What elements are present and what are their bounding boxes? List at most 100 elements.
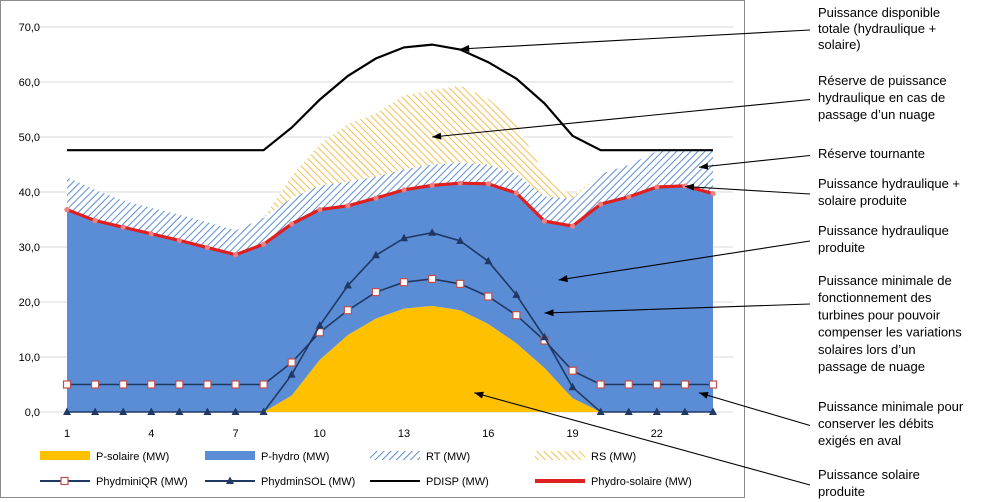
annotation-text: Puissance minimale pour bbox=[818, 399, 964, 414]
annotation-text: Puissance disponible bbox=[818, 5, 940, 20]
y-tick-label: 20,0 bbox=[19, 297, 40, 309]
y-tick-label: 30,0 bbox=[19, 242, 40, 254]
annotation-arrow bbox=[684, 185, 811, 195]
annotation-text: Puissance solaire bbox=[818, 467, 920, 482]
annotation-text: Réserve de puissance bbox=[818, 73, 947, 88]
line-phydro-solaire bbox=[66, 181, 714, 257]
annotation-text: compenser les variations bbox=[818, 325, 962, 340]
marker-phydminiqr bbox=[428, 274, 437, 283]
marker-phydminiqr bbox=[708, 380, 718, 389]
marker-phydro-solaire bbox=[261, 241, 267, 247]
annotation-arrow bbox=[460, 29, 811, 50]
marker-phydro-solaire bbox=[120, 224, 126, 230]
line-layers bbox=[62, 43, 718, 415]
legend-label: P-hydro (MW) bbox=[261, 451, 329, 463]
marker-phydro-solaire bbox=[513, 190, 519, 196]
marker-phydminsol bbox=[680, 407, 689, 415]
marker-phydro-solaire bbox=[457, 180, 463, 186]
marker-phydro-solaire bbox=[682, 183, 688, 189]
marker-phydro-solaire bbox=[626, 194, 632, 200]
y-tick-label: 50,0 bbox=[19, 132, 40, 144]
marker-phydminiqr bbox=[90, 380, 100, 389]
marker-phydminsol bbox=[91, 407, 100, 415]
legend-label: RT (MW) bbox=[426, 451, 470, 463]
annotation-text: turbines pour pouvoir bbox=[818, 307, 941, 322]
annotation-arrow bbox=[432, 98, 811, 138]
marker-phydminiqr bbox=[512, 311, 521, 320]
marker-phydminsol bbox=[147, 407, 156, 415]
y-tick-label: 10,0 bbox=[19, 352, 40, 364]
line-pdisp bbox=[67, 43, 713, 152]
marker-phydminsol bbox=[484, 256, 493, 265]
annotation-arrowhead bbox=[698, 162, 709, 170]
annotation-text: fonctionnement des bbox=[818, 290, 932, 305]
annotation-text: passage de nuage bbox=[818, 359, 925, 374]
marker-phydminsol bbox=[203, 407, 212, 415]
marker-phydminiqr bbox=[231, 380, 240, 389]
marker-phydminsol bbox=[568, 382, 577, 391]
legend-swatch bbox=[370, 451, 420, 460]
area-p-solaire bbox=[67, 305, 713, 412]
area-layers bbox=[67, 85, 713, 412]
annotation-arrowhead bbox=[684, 183, 695, 191]
marker-phydminsol bbox=[652, 407, 661, 415]
legend-marker bbox=[60, 476, 69, 486]
y-axis-ticks: 0,0 10,0 20,0 30,0 40,0 50,0 60,0 70,0 bbox=[19, 22, 40, 419]
marker-phydminsol bbox=[624, 407, 633, 415]
marker-phydminsol bbox=[540, 332, 549, 341]
annotation-text: exigés en aval bbox=[818, 433, 901, 448]
marker-phydro-solaire bbox=[204, 244, 211, 251]
marker-phydminiqr bbox=[119, 380, 128, 389]
marker-phydminsol bbox=[231, 407, 240, 415]
marker-phydro-solaire bbox=[401, 187, 407, 193]
y-tick-label: 70,0 bbox=[19, 22, 40, 34]
annotation-arrowhead bbox=[460, 45, 470, 53]
marker-phydminsol bbox=[596, 407, 605, 415]
x-tick-label: 4 bbox=[148, 428, 154, 440]
legend-label: PDISP (MW) bbox=[426, 476, 489, 488]
marker-phydminsol bbox=[259, 407, 268, 415]
annotation-text: Puissance hydraulique + bbox=[818, 176, 960, 191]
marker-phydro-solaire bbox=[289, 221, 295, 227]
area-rs bbox=[67, 85, 713, 231]
legend-label: Phydro-solaire (MW) bbox=[591, 476, 692, 488]
marker-phydro-solaire bbox=[485, 181, 491, 187]
marker-phydro-solaire bbox=[64, 207, 70, 213]
marker-phydminiqr bbox=[175, 380, 184, 389]
annotation-text: solaire) bbox=[818, 37, 861, 52]
marker-phydro-solaire bbox=[710, 191, 716, 197]
legend: P-solaire (MW) P-hydro (MW) RT (MW) RS (MW)… bbox=[40, 451, 692, 488]
marker-phydro-solaire bbox=[541, 218, 548, 224]
legend-marker bbox=[226, 476, 234, 484]
x-tick-label: 19 bbox=[566, 428, 578, 440]
annotation-text: totale (hydraulique + bbox=[818, 21, 936, 36]
marker-phydminsol bbox=[119, 407, 128, 415]
marker-phydro-solaire bbox=[429, 182, 435, 188]
marker-phydminsol bbox=[63, 407, 71, 415]
annotation-arrowhead bbox=[474, 391, 484, 399]
annotation-text: solaire produite bbox=[818, 193, 907, 208]
line-phydminsol bbox=[67, 231, 713, 413]
y-tick-label: 40,0 bbox=[19, 187, 40, 199]
marker-phydminiqr bbox=[371, 288, 381, 297]
marker-phydminiqr bbox=[484, 292, 493, 301]
marker-phydminiqr bbox=[343, 306, 352, 315]
legend-swatch bbox=[40, 451, 90, 460]
x-tick-label: 10 bbox=[314, 428, 326, 440]
annotation-arrow bbox=[698, 392, 811, 427]
marker-phydro-solaire bbox=[345, 203, 351, 209]
marker-phydminiqr bbox=[399, 278, 409, 287]
legend-label: PhydminiQR (MW) bbox=[96, 476, 188, 488]
marker-phydro-solaire bbox=[317, 207, 323, 213]
area-p-hydro bbox=[67, 183, 713, 412]
legend-label: RS (MW) bbox=[591, 451, 636, 463]
y-tick-label: 0,0 bbox=[25, 407, 40, 419]
annotation-text: produite bbox=[818, 240, 865, 255]
line-phydminiqr bbox=[67, 278, 713, 386]
marker-phydminsol bbox=[175, 407, 184, 415]
marker-phydro-solaire bbox=[654, 184, 660, 190]
annotation-text: solaires lors d’un bbox=[818, 342, 916, 357]
marker-phydminsol bbox=[371, 250, 380, 259]
x-tick-label: 13 bbox=[398, 428, 410, 440]
